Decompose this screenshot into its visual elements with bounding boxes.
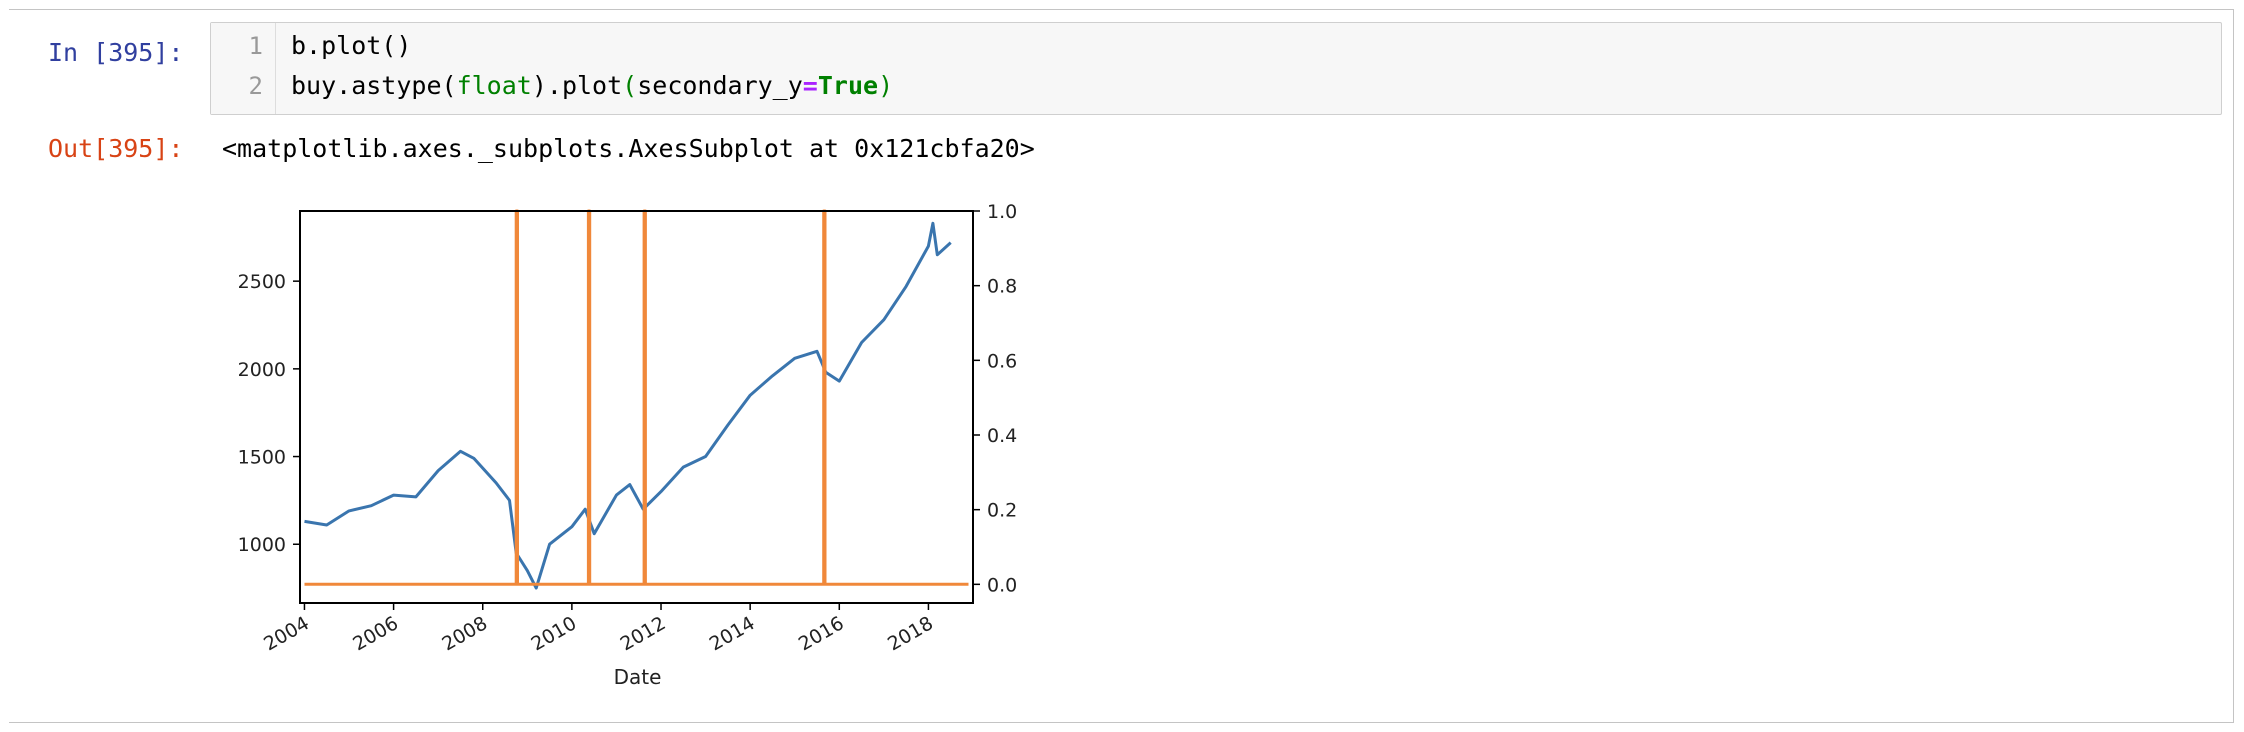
x-tick-label: 2016 [795,612,848,655]
right-y-tick-label: 0.6 [987,350,1017,372]
left-y-tick-label: 2000 [238,359,286,381]
code-line-2[interactable]: buy.astype(float).plot(secondary_y=True) [291,71,893,100]
code-token: ).plot [531,71,623,100]
code-token-builtin: float [456,71,532,100]
code-token: secondary_y [637,71,803,100]
input-prompt: In [395]: [48,38,184,67]
output-repr: <matplotlib.axes._subplots.AxesSubplot a… [222,134,1035,163]
x-tick-label: 2014 [706,612,759,655]
x-tick-label: 2010 [527,612,580,655]
line-number: 2 [248,72,263,100]
x-tick-label: 2008 [438,612,491,655]
price-series-line [304,221,952,590]
x-tick-label: 2006 [349,612,402,655]
x-axis-label: Date [614,665,662,689]
plot-frame [299,210,974,604]
code-line-1[interactable]: b.plot() [291,31,412,60]
right-y-tick-label: 0.4 [987,425,1017,447]
output-prompt: Out[395]: [48,134,184,163]
code-editor[interactable]: 1 2 b.plot() buy.astype(float).plot(seco… [210,22,2222,115]
code-token-operator: = [802,71,818,100]
right-y-tick-label: 0.8 [987,276,1017,298]
left-y-tick-label: 1500 [238,447,286,469]
code-token-keyword: True [817,71,879,100]
x-tick-label: 2012 [617,612,670,655]
right-y-tick-label: 0.0 [987,574,1017,596]
line-number-gutter: 1 2 [211,23,276,114]
buy-signal-series-line [304,209,969,586]
left-y-tick-label: 2500 [238,271,286,293]
line-number: 1 [248,32,263,60]
right-y-tick-label: 0.2 [987,500,1017,522]
code-token-paren: ) [878,71,894,100]
right-y-tick-label: 1.0 [987,201,1017,223]
code-token: buy.astype( [291,71,457,100]
code-token-paren: ( [622,71,638,100]
x-tick-label: 2018 [884,612,937,655]
left-y-tick-label: 1000 [238,534,286,556]
x-tick-label: 2004 [260,612,313,655]
